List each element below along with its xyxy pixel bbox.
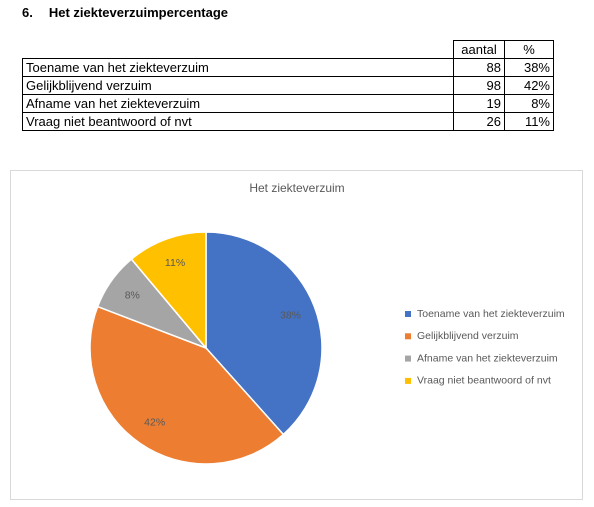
data-label: 38%: [280, 309, 301, 321]
cell: 26: [453, 112, 505, 131]
cell: 8%: [504, 94, 554, 113]
data-label: 42%: [144, 416, 165, 428]
data-label: 8%: [125, 289, 140, 301]
legend-label: Afname van het ziekteverzuim: [417, 352, 558, 364]
cell: Vraag niet beantwoord of nvt: [22, 112, 454, 131]
legend-label: Gelijkblijvend verzuim: [417, 330, 519, 342]
pie-slice: [205, 231, 323, 436]
legend-swatch: [405, 311, 411, 317]
cell: 11%: [504, 112, 554, 131]
legend-label: Toename van het ziekteverzuim: [417, 308, 565, 320]
cell: 19: [453, 94, 505, 113]
data-table: aantal% Toename van het ziekteverzuim 88 3…: [22, 40, 554, 131]
table-header: aantal%: [22, 40, 554, 59]
heading-title: Het ziekteverzuimpercentage: [48, 5, 229, 20]
cell: 42%: [504, 76, 554, 95]
legend-swatch: [405, 333, 411, 340]
heading-number: 6.: [22, 5, 33, 20]
table-row: Gelijkblijvend verzuim 98 42%: [22, 76, 554, 95]
data-label: 11%: [165, 257, 185, 269]
pie-slice: [130, 231, 207, 351]
chart-title: Het ziekteverzuim: [249, 181, 344, 195]
table-row: Vraag niet beantwoord of nvt 26 11%: [22, 112, 554, 131]
legend-swatch: [405, 355, 411, 362]
pie-slice: [89, 305, 285, 465]
legend-swatch: [405, 377, 411, 384]
cell: 38%: [504, 58, 554, 77]
heading: 6. Het ziekteverzuimpercentage: [22, 5, 244, 20]
legend-label: Vraag niet beantwoord of nvt: [417, 375, 551, 387]
